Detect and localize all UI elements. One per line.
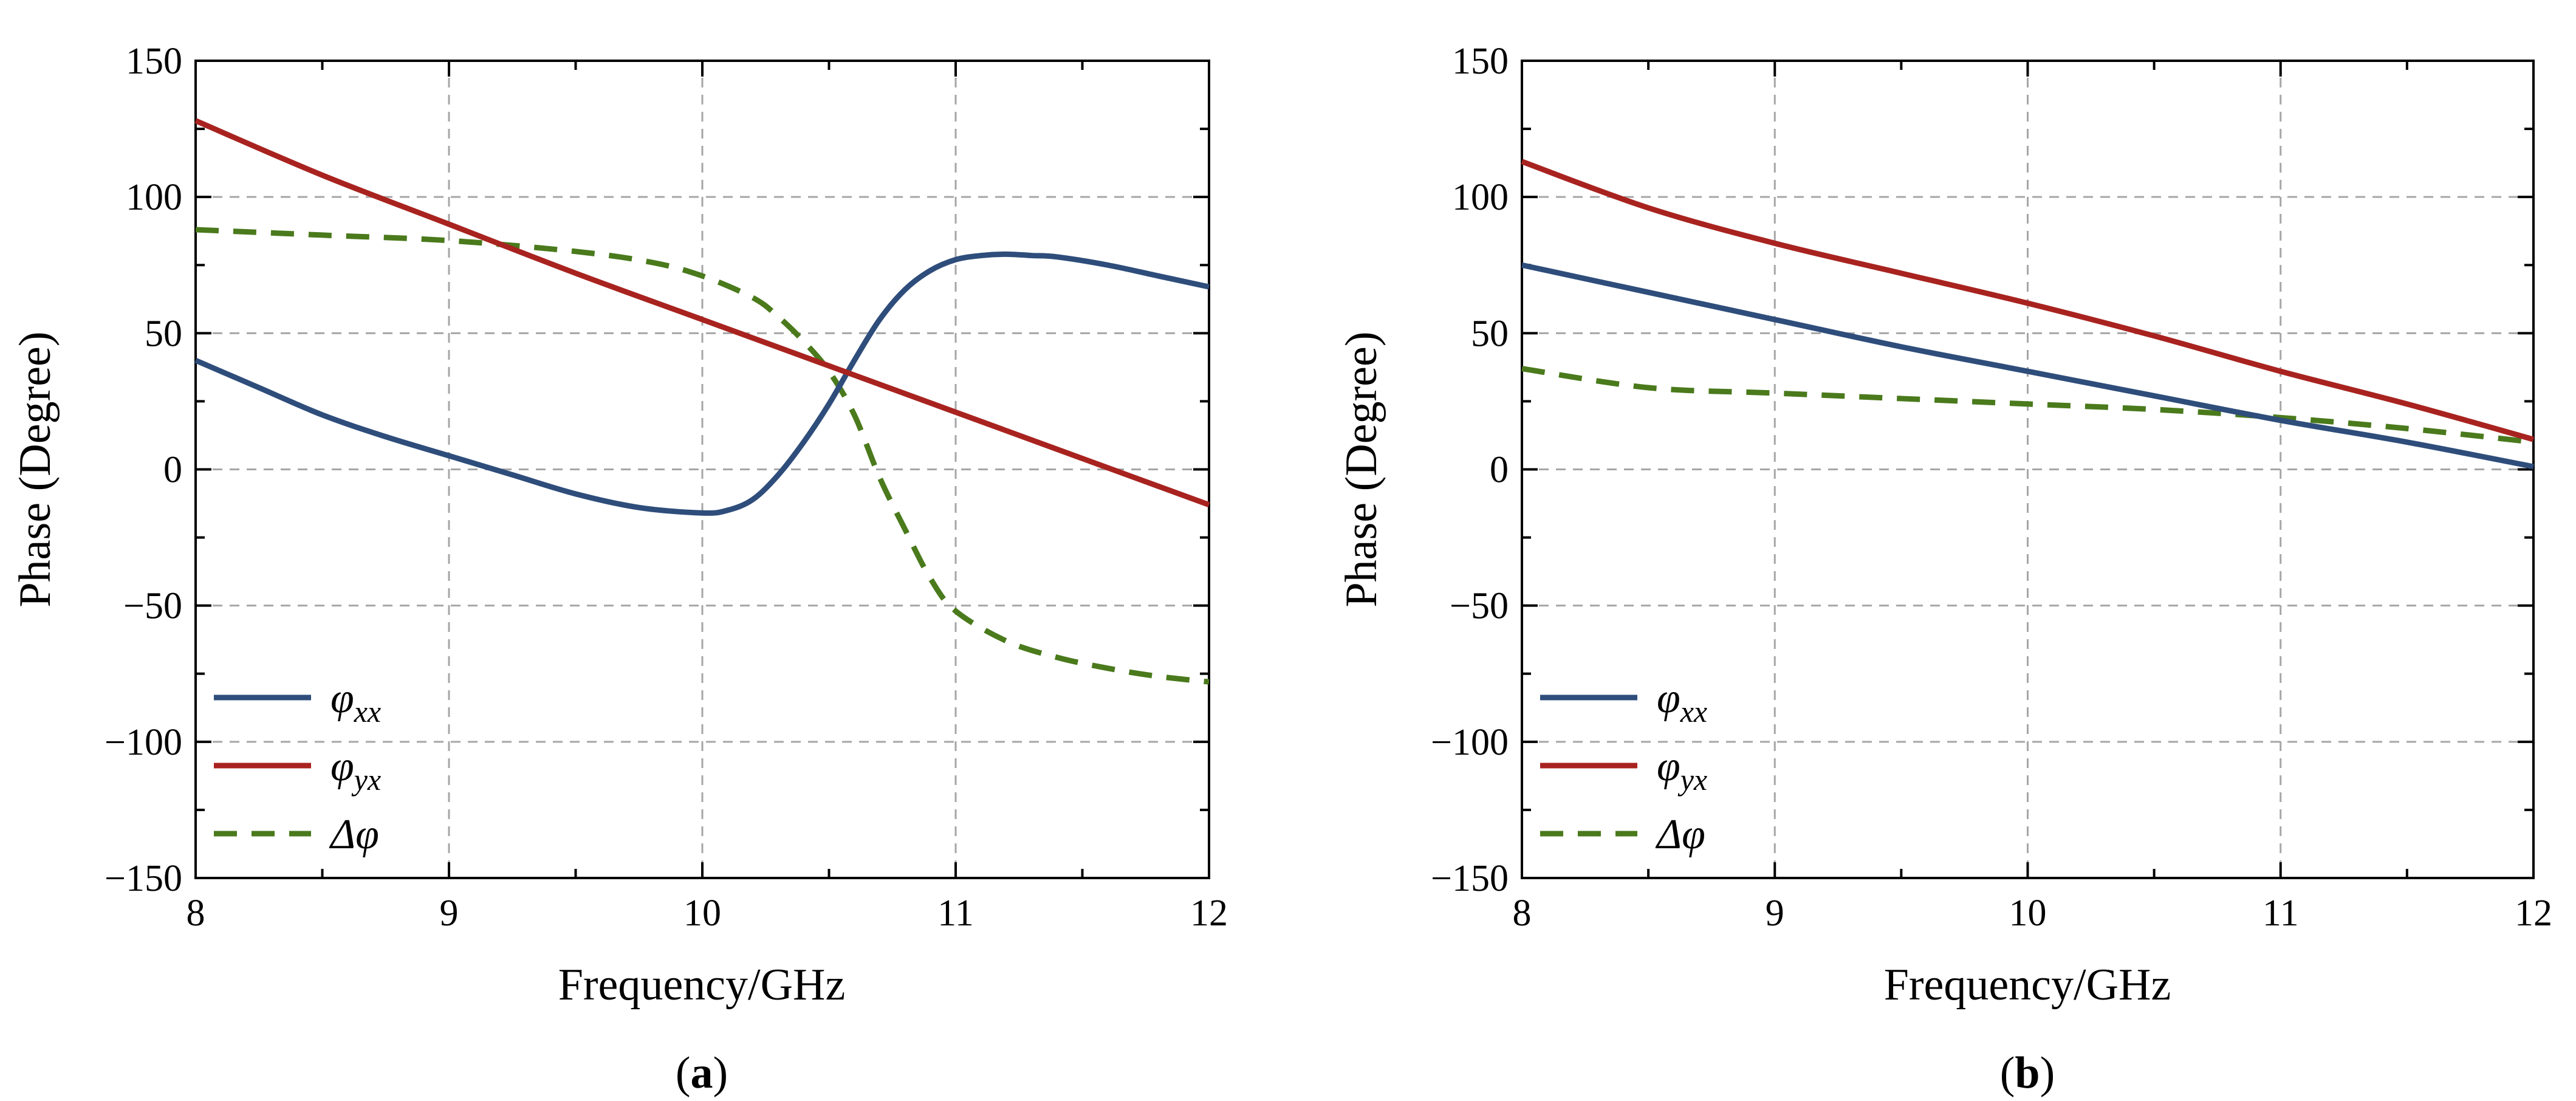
legend-symbol: φ xyxy=(331,743,354,790)
y-tick-label: 0 xyxy=(163,450,182,491)
y-tick-label: −100 xyxy=(1431,722,1509,763)
y-tick-label: −50 xyxy=(1450,586,1509,627)
panel-label-b: (b) xyxy=(2000,1048,2055,1098)
y-tick-label: −150 xyxy=(104,858,182,899)
x-tick-label: 11 xyxy=(2263,893,2299,934)
x-tick-label: 9 xyxy=(440,893,459,934)
chart-panel-a: 8 9 10 11 12 −150 −100 −50 0 50 100 150 Frequency/GH… xyxy=(10,41,1228,1098)
panel-label-close: ) xyxy=(2040,1048,2055,1098)
y-tick-label: 50 xyxy=(145,313,182,354)
legend-label-phi-yx: φyx xyxy=(331,743,381,797)
legend-subscript: xx xyxy=(1680,695,1707,729)
y-tick-label: 100 xyxy=(126,177,182,218)
legend-label-phi-yx: φyx xyxy=(1657,743,1707,797)
y-tick-label: 150 xyxy=(126,41,182,82)
x-tick-label: 12 xyxy=(1190,893,1228,934)
x-tick-label: 9 xyxy=(1766,893,1784,934)
y-tick-label: 0 xyxy=(1490,450,1509,491)
series-line-phi-xx xyxy=(194,251,1210,516)
legend-subscript: yx xyxy=(1677,763,1707,797)
x-tick-label: 12 xyxy=(2515,893,2552,934)
panel-label-open: ( xyxy=(2000,1048,2015,1098)
legend-label-phi-xx: φxx xyxy=(1657,675,1707,729)
legend-subscript: xx xyxy=(354,695,381,729)
panel-label-a: (a) xyxy=(676,1048,728,1098)
x-tick-label: 11 xyxy=(937,893,974,934)
panel-label-close: ) xyxy=(713,1048,728,1098)
legend-symbol: Δφ xyxy=(329,811,379,858)
x-tick-label: 10 xyxy=(683,893,721,934)
chart-panel-b: 8 9 10 11 12 −150 −100 −50 0 50 100 150 Frequency/GH… xyxy=(1337,41,2552,1098)
panel-label-letter: b xyxy=(2015,1048,2040,1098)
legend-label-phi-xx: φxx xyxy=(331,675,381,729)
x-axis-title: Frequency/GHz xyxy=(1884,960,2171,1010)
legend-symbol: φ xyxy=(1657,675,1680,722)
x-tick-label: 10 xyxy=(2009,893,2047,934)
x-tick-label: 8 xyxy=(1513,893,1532,934)
panel-label-letter: a xyxy=(691,1048,713,1098)
y-axis-title: Phase (Degree) xyxy=(10,331,60,607)
series-line-delta-phi xyxy=(1521,366,2534,445)
y-tick-label: −150 xyxy=(1431,858,1509,899)
y-tick-label: 50 xyxy=(1471,313,1509,354)
y-axis-title: Phase (Degree) xyxy=(1337,331,1386,607)
series-line-phi-xx xyxy=(1521,262,2534,470)
y-tick-label: −100 xyxy=(104,722,182,763)
y-tick-label: −50 xyxy=(123,586,182,627)
x-tick-label: 8 xyxy=(187,893,205,934)
y-tick-label: 100 xyxy=(1452,177,1509,218)
y-tick-label: 150 xyxy=(1452,41,1509,82)
legend-label-delta-phi: Δφ xyxy=(329,811,379,858)
legend-label-delta-phi: Δφ xyxy=(1655,811,1705,858)
series-line-phi-yx xyxy=(194,118,1210,508)
panel-label-open: ( xyxy=(676,1048,691,1098)
legend-symbol: φ xyxy=(1657,743,1680,790)
legend-subscript: yx xyxy=(351,763,381,797)
series-line-phi-yx xyxy=(1521,159,2535,442)
legend-symbol: Δφ xyxy=(1655,811,1705,858)
legend-symbol: φ xyxy=(331,675,354,722)
x-axis-title: Frequency/GHz xyxy=(558,960,846,1010)
